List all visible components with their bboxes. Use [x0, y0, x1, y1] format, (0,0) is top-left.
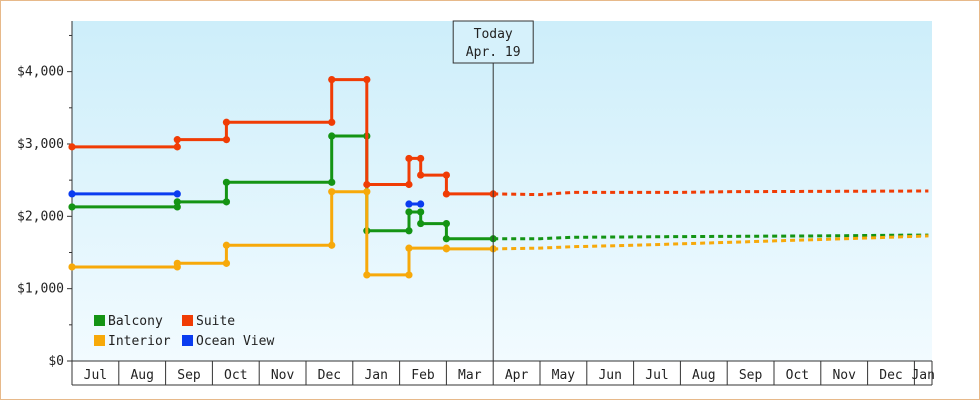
data-point — [405, 271, 413, 279]
data-point — [405, 244, 413, 252]
data-point — [222, 259, 231, 267]
data-point — [417, 200, 425, 208]
data-point — [328, 188, 336, 196]
data-point — [328, 118, 336, 126]
y-tick-label: $0 — [48, 354, 64, 369]
data-point — [173, 190, 181, 198]
data-point — [405, 154, 413, 163]
x-tick-label: Aug — [130, 368, 153, 383]
x-tick-label: Aug — [692, 368, 715, 383]
legend-label: Balcony — [108, 314, 163, 329]
legend-item: Balcony — [94, 314, 163, 329]
data-point — [442, 235, 450, 243]
data-point — [363, 271, 371, 279]
x-tick-label: Oct — [224, 368, 247, 383]
plot-area-background — [72, 21, 932, 361]
series-suite — [68, 75, 929, 198]
data-point — [68, 263, 76, 271]
legend-swatch — [94, 315, 105, 326]
legend-label: Interior — [108, 334, 171, 349]
legend-label: Ocean View — [196, 334, 274, 349]
x-tick-label: Feb — [411, 368, 435, 383]
y-tick-label: $3,000 — [17, 137, 64, 152]
data-point — [222, 241, 231, 249]
data-point — [405, 200, 413, 208]
data-point — [328, 132, 336, 140]
data-point — [173, 136, 181, 144]
legend-swatch — [182, 335, 193, 346]
x-tick-label: Jan — [364, 368, 387, 383]
data-point — [68, 203, 76, 211]
data-point — [442, 245, 450, 253]
forecast-line — [493, 234, 929, 251]
data-point — [328, 241, 336, 249]
x-tick-label: Jul — [645, 368, 668, 383]
data-point — [442, 171, 450, 179]
data-point — [363, 75, 371, 84]
x-tick-label: Nov — [832, 368, 856, 383]
x-tick-label: May — [552, 368, 576, 383]
today-date: Apr. 19 — [466, 45, 521, 60]
legend-item: Interior — [94, 334, 171, 349]
data-point — [328, 75, 336, 84]
data-point — [328, 178, 336, 186]
legend-item: Ocean View — [182, 334, 274, 349]
data-point — [173, 198, 181, 206]
data-point — [405, 208, 413, 216]
y-tick-label: $4,000 — [17, 65, 64, 80]
data-point — [417, 208, 425, 216]
data-point — [68, 190, 76, 198]
x-tick-label: Oct — [786, 368, 809, 383]
legend-swatch — [182, 315, 193, 326]
data-point — [442, 190, 450, 198]
y-tick-label: $1,000 — [17, 282, 64, 297]
data-point — [363, 188, 371, 196]
series-ocean-view — [68, 190, 425, 208]
data-point — [222, 198, 231, 206]
data-point — [173, 203, 181, 211]
today-label: Today — [474, 27, 513, 42]
x-tick-label: Jul — [84, 368, 107, 383]
legend-swatch — [94, 335, 105, 346]
data-point — [173, 259, 181, 267]
data-point — [417, 219, 425, 228]
x-tick-label: Apr — [505, 368, 529, 383]
data-point — [442, 219, 450, 228]
data-point — [405, 180, 413, 189]
series-line — [72, 78, 494, 196]
data-point — [222, 136, 231, 144]
x-tick-label: Mar — [458, 368, 482, 383]
x-tick-label: Jan — [911, 368, 934, 383]
today-box — [452, 20, 534, 64]
series-interior — [68, 188, 929, 279]
y-tick-label: $2,000 — [17, 209, 64, 224]
x-tick-label: Jun — [598, 368, 621, 383]
x-tick-label: Sep — [177, 368, 201, 383]
data-point — [363, 180, 371, 189]
legend-label: Suite — [196, 314, 235, 329]
data-point — [222, 118, 231, 126]
series-line — [72, 190, 494, 277]
data-point — [222, 178, 231, 186]
data-point — [417, 171, 425, 179]
x-tick-label: Dec — [318, 368, 341, 383]
data-point — [417, 154, 425, 163]
legend-item: Suite — [182, 314, 235, 329]
forecast-line — [493, 189, 929, 197]
x-tick-label: Dec — [879, 368, 902, 383]
data-point — [68, 143, 76, 151]
data-point — [173, 143, 181, 151]
x-tick-label: Sep — [739, 368, 763, 383]
x-tick-label: Nov — [271, 368, 295, 383]
data-point — [405, 227, 413, 235]
